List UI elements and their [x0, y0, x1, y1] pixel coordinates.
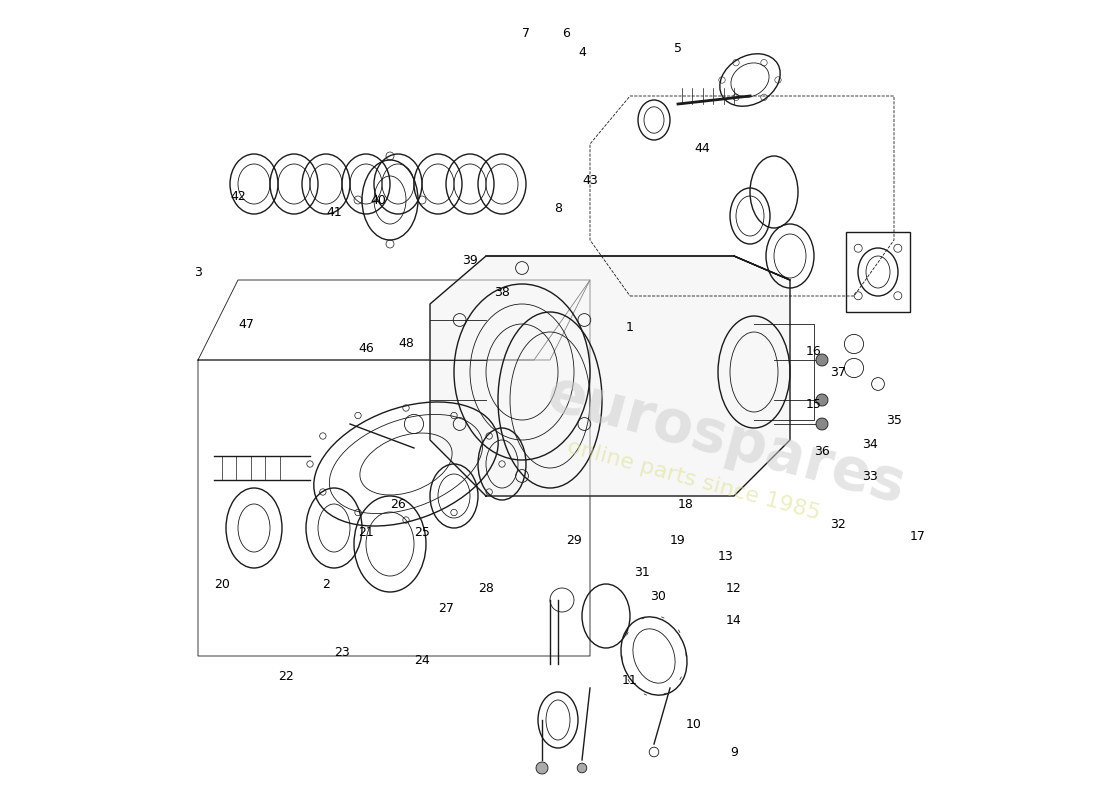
Text: 8: 8 — [554, 202, 562, 214]
Ellipse shape — [536, 762, 548, 774]
Text: 1: 1 — [626, 322, 634, 334]
Text: 27: 27 — [438, 602, 454, 614]
Text: 35: 35 — [887, 414, 902, 426]
Ellipse shape — [816, 354, 828, 366]
Text: eurospares: eurospares — [540, 365, 912, 515]
Text: 30: 30 — [650, 590, 666, 602]
Text: 11: 11 — [623, 674, 638, 686]
Text: 36: 36 — [814, 446, 829, 458]
Text: 24: 24 — [414, 654, 430, 666]
Text: 23: 23 — [334, 646, 350, 658]
Polygon shape — [430, 256, 790, 496]
Ellipse shape — [816, 394, 828, 406]
Text: 26: 26 — [390, 498, 406, 510]
Text: 39: 39 — [462, 254, 477, 266]
Text: 48: 48 — [398, 338, 414, 350]
Text: 46: 46 — [359, 342, 374, 354]
Text: 25: 25 — [414, 526, 430, 538]
Text: 17: 17 — [910, 530, 926, 542]
Text: 14: 14 — [726, 614, 741, 626]
Text: 34: 34 — [862, 438, 878, 450]
Text: 38: 38 — [494, 286, 510, 298]
Text: 18: 18 — [678, 498, 694, 510]
Text: 42: 42 — [230, 190, 246, 202]
Text: 7: 7 — [522, 27, 530, 40]
Text: 31: 31 — [634, 566, 650, 578]
Text: 4: 4 — [579, 46, 586, 58]
Text: 47: 47 — [238, 318, 254, 330]
Text: 16: 16 — [806, 346, 822, 358]
Text: 28: 28 — [478, 582, 494, 594]
Text: 15: 15 — [806, 398, 822, 410]
Text: 21: 21 — [359, 526, 374, 538]
Text: 44: 44 — [694, 142, 710, 154]
Text: 6: 6 — [562, 27, 570, 40]
Text: 13: 13 — [718, 550, 734, 562]
Ellipse shape — [816, 418, 828, 430]
Text: 2: 2 — [322, 578, 330, 590]
Text: online parts since 1985: online parts since 1985 — [565, 437, 823, 523]
Text: 37: 37 — [830, 366, 846, 378]
Text: 32: 32 — [830, 518, 846, 530]
Text: 41: 41 — [326, 206, 342, 218]
Text: 5: 5 — [674, 42, 682, 54]
Text: 3: 3 — [194, 266, 202, 278]
Text: 10: 10 — [686, 718, 702, 730]
Bar — [846, 232, 910, 312]
Text: 19: 19 — [670, 534, 686, 546]
Text: 12: 12 — [726, 582, 741, 594]
Text: 29: 29 — [566, 534, 582, 546]
Text: 20: 20 — [214, 578, 230, 590]
Text: 40: 40 — [370, 194, 386, 206]
Text: 22: 22 — [278, 670, 294, 682]
Text: 9: 9 — [730, 746, 738, 758]
Text: 33: 33 — [862, 470, 878, 482]
Text: 43: 43 — [582, 174, 598, 186]
Ellipse shape — [578, 763, 586, 773]
